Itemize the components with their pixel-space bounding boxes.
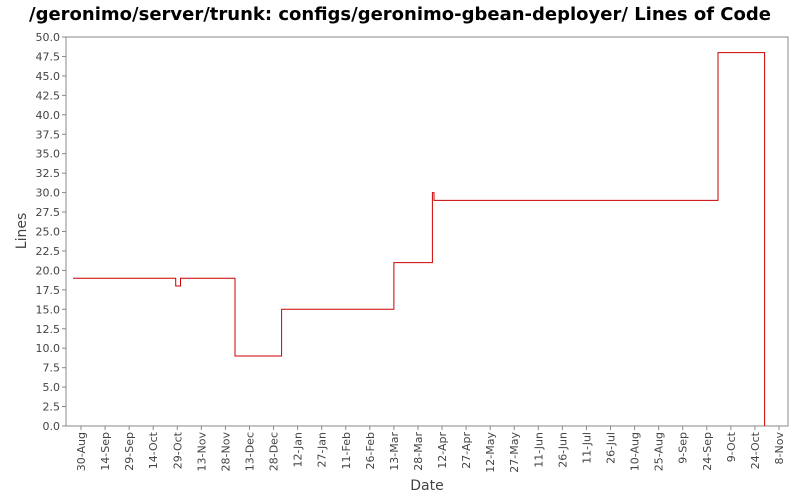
x-tick-label: 26-Jun (556, 432, 569, 468)
y-axis: 0.0 2.5 5.0 7.5 10.0 12.5 15.0 17.5 20.0 22.5 25.0… (36, 31, 66, 433)
x-tick-label: 25-Aug (653, 432, 666, 471)
y-tick-label: 10.0 (36, 342, 61, 355)
y-tick-label: 30.0 (36, 187, 61, 200)
y-tick-label: 7.5 (43, 362, 61, 375)
x-tick-label: 9-Sep (677, 432, 690, 464)
y-tick-label: 50.0 (36, 31, 61, 44)
y-tick-label: 45.0 (36, 70, 61, 83)
y-tick-label: 47.5 (36, 50, 61, 63)
x-tick-label: 28-Mar (412, 432, 425, 471)
series-group (73, 52, 766, 426)
y-tick-label: 2.5 (43, 401, 61, 414)
x-tick-label: 11-Jun (532, 432, 545, 468)
y-tick-label: 25.0 (36, 226, 61, 239)
x-tick-label: 14-Sep (99, 432, 112, 471)
y-axis-label: Lines (14, 213, 30, 249)
y-tick-label: 12.5 (36, 323, 61, 336)
x-tick-label: 24-Sep (701, 432, 714, 471)
x-tick-label: 27-May (508, 432, 521, 473)
plot-area (65, 36, 789, 427)
x-tick-label: 24-Oct (749, 431, 762, 469)
x-tick-label: 27-Jan (316, 432, 329, 468)
y-tick-label: 0.0 (43, 420, 61, 433)
x-tick-label: 8-Nov (773, 432, 786, 465)
x-tick-label: 9-Oct (725, 431, 738, 462)
x-tick-label: 10-Aug (629, 432, 642, 471)
x-tick-label: 29-Sep (123, 432, 136, 471)
y-tick-label: 35.0 (36, 148, 61, 161)
x-tick-label: 11-Jul (580, 432, 593, 464)
x-tick-label: 13-Nov (195, 432, 208, 472)
y-tick-label: 27.5 (36, 206, 61, 219)
x-tick-label: 14-Oct (147, 431, 160, 469)
x-tick-label: 30-Aug (75, 432, 88, 471)
y-tick-label: 42.5 (36, 89, 61, 102)
x-tick-label: 11-Feb (340, 432, 353, 469)
y-tick-label: 15.0 (36, 303, 61, 316)
y-tick-label: 17.5 (36, 284, 61, 297)
x-axis-label: Date (410, 478, 443, 494)
y-tick-label: 5.0 (43, 381, 61, 394)
x-tick-label: 13-Mar (388, 432, 401, 471)
x-tick-label: 28-Dec (268, 432, 281, 471)
x-tick-label: 28-Nov (219, 432, 232, 472)
y-tick-label: 20.0 (36, 264, 61, 277)
x-tick-label: 12-Jan (292, 432, 305, 468)
x-tick-label: 26-Feb (364, 432, 377, 469)
x-tick-label: 12-May (484, 432, 497, 473)
x-tick-label: 12-Apr (436, 432, 449, 469)
x-tick-label: 13-Dec (243, 432, 256, 471)
y-tick-label: 22.5 (36, 245, 61, 258)
series-line (73, 52, 766, 426)
chart-title: /geronimo/server/trunk: configs/geronimo… (29, 4, 771, 25)
x-axis: 30-Aug 14-Sep 29-Sep 14-Oct 29-Oct 13-Nov 28-N… (75, 426, 786, 473)
y-tick-label: 32.5 (36, 167, 61, 180)
x-tick-label: 29-Oct (171, 431, 184, 469)
x-tick-label: 26-Jul (605, 432, 618, 464)
y-tick-label: 40.0 (36, 109, 61, 122)
x-tick-label: 27-Apr (460, 432, 473, 469)
y-tick-label: 37.5 (36, 128, 61, 141)
